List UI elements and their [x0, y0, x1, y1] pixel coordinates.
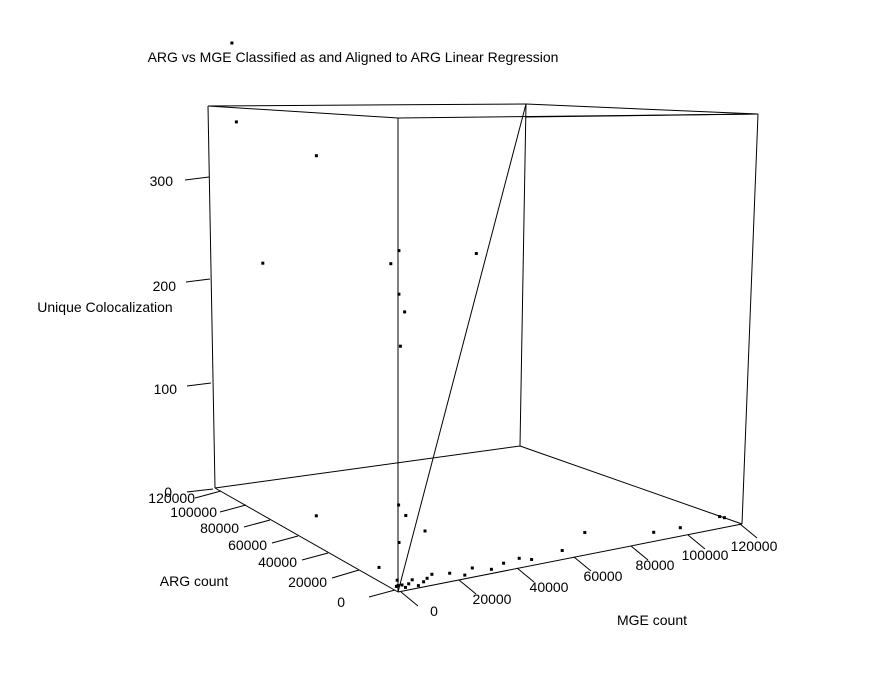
plot-box	[207, 103, 759, 593]
x-axis-label: MGE count	[617, 612, 687, 628]
y-tick	[271, 535, 299, 544]
x-tick-label: 80000	[636, 557, 675, 573]
y-tick	[301, 552, 329, 561]
data-points	[230, 41, 726, 589]
data-point	[517, 556, 521, 560]
data-point	[395, 578, 399, 582]
box-edge-back-left-vertical	[207, 105, 216, 489]
data-point	[394, 584, 398, 588]
x-tick-label: 20000	[473, 591, 512, 607]
data-point	[416, 584, 420, 588]
z-tick-label: 100	[154, 381, 178, 397]
x-tick	[630, 545, 649, 561]
z-tick-label: 200	[153, 278, 177, 294]
x-tick-label: 100000	[682, 547, 729, 563]
x-tick	[687, 534, 706, 550]
data-point	[230, 41, 234, 45]
x-tick	[516, 567, 535, 583]
data-point	[652, 530, 656, 534]
x-tick	[458, 579, 477, 595]
data-point	[397, 249, 401, 253]
data-point	[560, 549, 564, 552]
data-point	[474, 252, 478, 255]
y-tick-label: 80000	[200, 520, 239, 536]
data-point	[404, 585, 407, 589]
data-point	[404, 514, 408, 517]
x-tick-label: 40000	[530, 579, 569, 595]
y-tick-label: 0	[337, 594, 345, 610]
data-point	[423, 529, 427, 533]
data-point	[400, 583, 404, 587]
y-tick	[194, 490, 222, 499]
data-point	[430, 572, 434, 576]
z-tick-label: 0	[164, 484, 172, 500]
box-edge-right-vertical	[741, 113, 759, 525]
data-point	[314, 154, 318, 158]
box-edge-top-left	[207, 105, 399, 119]
data-point	[410, 578, 414, 582]
data-point	[377, 565, 381, 569]
box-edge-top-right	[525, 103, 759, 115]
box-edge-back-floor-left	[214, 445, 521, 489]
x-tick-label: 60000	[584, 568, 623, 584]
data-point	[489, 567, 493, 571]
regression-line-b	[525, 113, 759, 118]
z-tick	[184, 176, 210, 181]
y-axis: 0 20000 40000 60000 80000 100000 120000 …	[148, 490, 396, 610]
data-point	[678, 526, 682, 530]
x-tick-label: 120000	[731, 538, 778, 554]
data-point	[425, 576, 429, 580]
data-point	[502, 561, 506, 565]
x-tick-label: 0	[430, 603, 438, 619]
box-edge-floor-right	[397, 523, 743, 593]
box-edge-back-floor-right	[519, 445, 743, 525]
data-point	[583, 531, 587, 534]
regression-line-a	[397, 103, 527, 593]
y-tick	[368, 589, 396, 598]
data-point	[422, 580, 426, 584]
data-point	[261, 261, 265, 265]
data-point	[397, 503, 401, 507]
y-tick-label: 60000	[228, 537, 267, 553]
data-point	[396, 584, 400, 588]
data-point	[463, 573, 467, 577]
y-tick	[243, 519, 271, 528]
data-point	[403, 310, 407, 314]
x-tick	[573, 556, 592, 572]
data-point	[389, 262, 393, 266]
data-point	[398, 344, 402, 348]
x-tick	[400, 591, 419, 607]
data-point	[722, 516, 726, 520]
y-tick-label: 120000	[148, 490, 195, 506]
y-tick	[331, 569, 360, 579]
data-point	[314, 514, 318, 518]
y-tick-label: 20000	[288, 574, 327, 590]
z-tick	[186, 488, 214, 493]
y-tick	[219, 504, 247, 513]
data-point	[234, 120, 238, 124]
data-point	[470, 566, 474, 570]
x-axis: 0 20000 40000 60000 80000 100000 120000 …	[400, 523, 778, 628]
data-point	[530, 558, 534, 561]
data-point	[448, 571, 452, 575]
y-tick-label: 100000	[170, 504, 217, 520]
data-point	[407, 582, 411, 586]
z-tick	[185, 278, 211, 283]
z-tick	[186, 382, 212, 387]
data-point	[718, 515, 722, 519]
box-edge-back-vertical	[519, 103, 527, 447]
y-tick-label: 40000	[258, 554, 297, 570]
box-edge-back-top	[207, 103, 527, 107]
z-axis: 0 100 200 300 Unique Colocalization	[37, 173, 214, 500]
data-point	[397, 541, 401, 544]
x-tick	[739, 523, 758, 539]
data-point	[397, 292, 401, 296]
z-axis-label: Unique Colocalization	[37, 299, 172, 315]
y-axis-label: ARG count	[160, 573, 229, 589]
z-tick-label: 300	[150, 173, 174, 189]
chart-title: ARG vs MGE Classified as and Aligned to …	[148, 49, 559, 65]
